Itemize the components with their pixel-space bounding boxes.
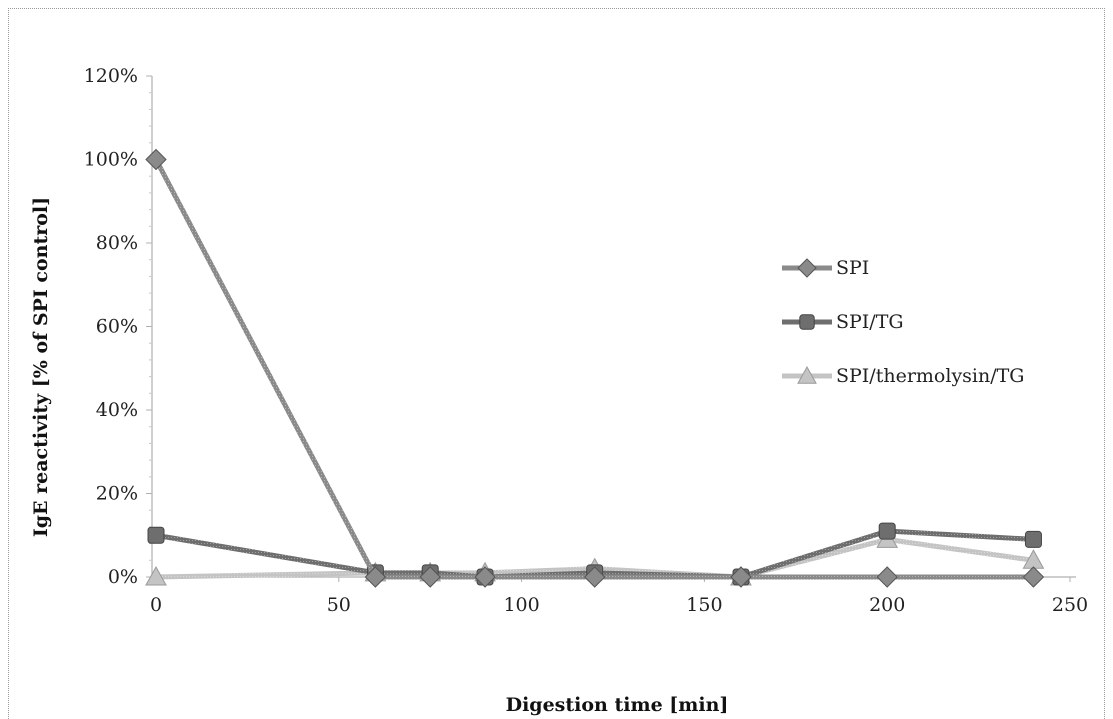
legend-marker xyxy=(797,365,817,384)
y-tick-label: 60% xyxy=(96,316,138,338)
data-point xyxy=(147,526,165,544)
x-tick-label: 100 xyxy=(503,594,539,616)
y-tick-label: 20% xyxy=(96,483,138,505)
legend-marker xyxy=(797,258,817,278)
data-point xyxy=(145,148,167,171)
data-point xyxy=(584,566,606,588)
y-tick-label: 100% xyxy=(84,149,138,171)
x-axis-title: Digestion time [min] xyxy=(506,694,729,716)
series-spi xyxy=(145,148,1045,588)
data-point xyxy=(730,566,752,588)
data-point xyxy=(145,565,167,586)
axes: 0% 20% 40% 60% 80% 100% 120% 0 50 100 150 200 250 xyxy=(84,65,1088,616)
legend-item: SPI/thermolysin/TG xyxy=(782,365,1025,387)
legend-label: SPI xyxy=(836,257,869,279)
x-tick-label: 50 xyxy=(327,594,351,616)
x-tick-label: 0 xyxy=(150,594,162,616)
data-point xyxy=(474,566,496,588)
y-tick-label: 80% xyxy=(96,232,138,254)
y-axis-title: IgE reactivity [% of SPI control] xyxy=(30,197,52,537)
legend-label: SPI/thermolysin/TG xyxy=(836,365,1025,387)
y-tick-label: 120% xyxy=(84,65,138,87)
data-point xyxy=(364,566,387,588)
y-tick-label: 0% xyxy=(108,566,138,588)
legend-marker xyxy=(799,314,815,330)
x-tick-label: 150 xyxy=(686,594,722,616)
legend-label: SPI/TG xyxy=(836,311,904,333)
legend: SPI SPI/TG SPI/thermolysin/TG xyxy=(782,257,1025,387)
legend-item: SPI xyxy=(782,257,869,279)
data-point xyxy=(419,566,441,588)
data-point xyxy=(876,566,898,588)
data-point xyxy=(1024,530,1042,548)
x-tick-label: 200 xyxy=(869,594,905,616)
y-tick-label: 40% xyxy=(96,399,138,421)
x-tick-label: 250 xyxy=(1052,594,1088,616)
data-point xyxy=(878,522,896,540)
chart-frame xyxy=(8,8,1105,719)
series-layer xyxy=(145,148,1045,588)
legend-item: SPI/TG xyxy=(782,311,904,333)
data-point xyxy=(1022,566,1045,588)
